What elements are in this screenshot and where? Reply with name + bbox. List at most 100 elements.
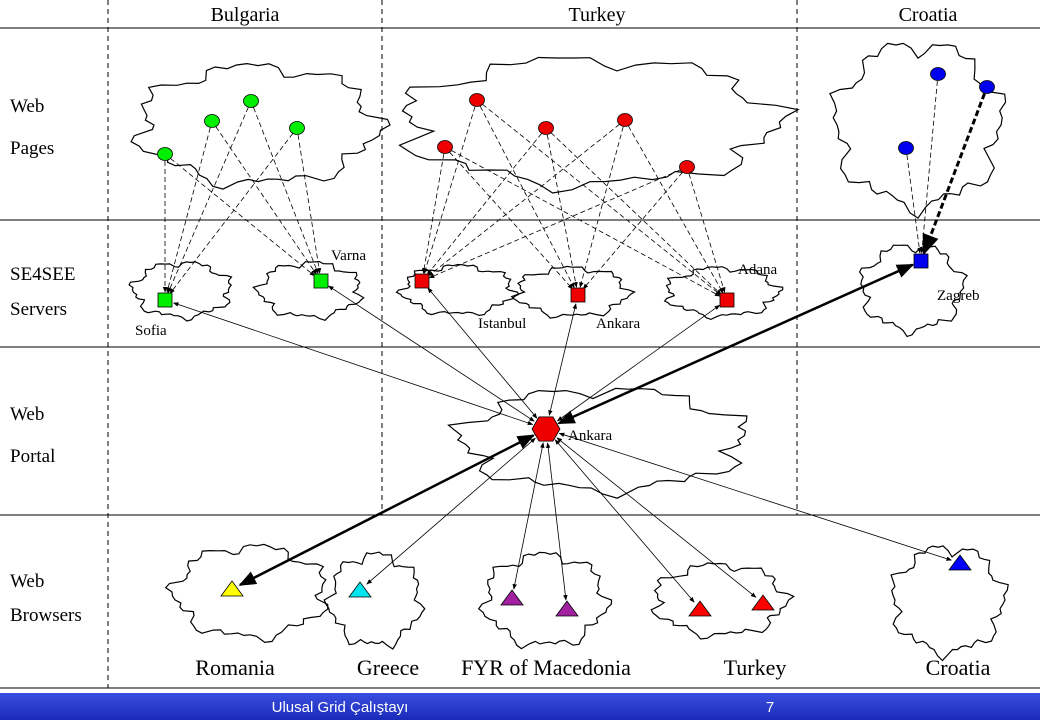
page-number: 7	[766, 699, 774, 716]
dashed-link	[169, 133, 294, 295]
page-node	[437, 140, 453, 154]
browser-label: FYR of Macedonia	[461, 655, 631, 680]
dashed-link	[426, 133, 542, 276]
footer-bar	[0, 693, 1040, 720]
column-header: Turkey	[568, 4, 625, 26]
link	[328, 285, 535, 422]
page-node	[469, 93, 485, 107]
dashed-link	[919, 80, 938, 254]
dashed-link	[546, 134, 578, 288]
dashed-link	[450, 149, 721, 297]
server-label: Varna	[331, 248, 366, 264]
row-label: Servers	[10, 299, 67, 320]
link	[548, 303, 577, 416]
page-node	[617, 113, 633, 127]
dashed-link	[423, 106, 476, 274]
grid	[0, 0, 1040, 689]
page-node	[538, 121, 554, 135]
dashed-link	[421, 153, 445, 274]
server-label: Istanbul	[478, 316, 526, 332]
map-outline	[477, 551, 613, 650]
dashed-link	[253, 107, 319, 275]
row-label: Web	[10, 571, 44, 592]
dashed-link	[922, 93, 986, 256]
browser-node	[688, 600, 712, 617]
link	[545, 442, 568, 601]
footer-title: Ulusal Grid Çalıştayı	[272, 699, 409, 716]
dashed-link	[166, 127, 211, 293]
page-node	[679, 160, 695, 174]
dashed-link	[479, 106, 575, 289]
dashed-link	[297, 134, 322, 274]
link	[554, 439, 695, 603]
browser-label: Greece	[357, 655, 419, 680]
map-outline	[323, 551, 426, 650]
server-label: Adana	[738, 262, 777, 278]
dashed-link	[688, 173, 726, 293]
link	[238, 434, 536, 587]
dashed-link	[906, 154, 922, 254]
row-label: Browsers	[10, 605, 82, 626]
row-label: Pages	[10, 138, 54, 159]
markers	[157, 67, 995, 617]
dashed-link	[582, 172, 683, 290]
dashed-link	[482, 104, 722, 296]
server-node	[313, 273, 329, 289]
browser-node	[220, 580, 244, 597]
map-outline	[829, 42, 1007, 219]
map-outline	[395, 263, 520, 317]
dashed-link	[579, 126, 624, 288]
dashed-link	[628, 125, 724, 294]
row-label: Web	[10, 404, 44, 425]
dashed-link	[428, 169, 681, 279]
browser-node	[751, 594, 775, 611]
link	[427, 287, 538, 419]
link	[557, 263, 915, 425]
server-node	[719, 292, 735, 308]
server-label: Zagreb	[937, 288, 979, 304]
dashed-link	[449, 151, 574, 290]
server-node	[913, 253, 929, 269]
link	[366, 437, 536, 585]
browser-label: Turkey	[724, 655, 787, 680]
page-node	[204, 114, 220, 128]
browser-node	[948, 554, 972, 571]
page-node	[157, 147, 173, 161]
map-outline	[650, 562, 795, 640]
link	[558, 432, 952, 561]
dashed-link	[170, 158, 316, 277]
server-node	[570, 287, 586, 303]
dashed-link	[550, 132, 722, 295]
map-outline	[398, 56, 800, 194]
column-header: Croatia	[899, 4, 958, 26]
browser-node	[555, 600, 579, 617]
server-label: Sofia	[135, 323, 167, 339]
map-outline	[890, 545, 1009, 662]
map-outline	[130, 62, 391, 190]
map-outline	[164, 543, 329, 644]
page-node	[289, 121, 305, 135]
page-node	[898, 141, 914, 155]
browser-node	[348, 581, 372, 598]
server-label: Ankara	[596, 316, 640, 332]
browser-label: Romania	[195, 655, 275, 680]
page-node	[930, 67, 946, 81]
dashed-link	[215, 126, 317, 275]
page-node	[243, 94, 259, 108]
column-header: Bulgaria	[211, 4, 280, 26]
maps	[128, 42, 1009, 662]
links	[162, 80, 986, 603]
portal-node	[531, 416, 561, 442]
server-node	[414, 273, 430, 289]
link	[556, 437, 757, 598]
row-label: Web	[10, 96, 44, 117]
page-node	[979, 80, 995, 94]
map-outline	[128, 261, 233, 322]
dashed-link	[427, 124, 620, 277]
row-label: Portal	[10, 446, 55, 467]
row-label: SE4SEE	[10, 264, 75, 285]
browser-label: Croatia	[926, 655, 991, 680]
portal-label: Ankara	[568, 428, 612, 444]
browser-node	[500, 589, 524, 606]
